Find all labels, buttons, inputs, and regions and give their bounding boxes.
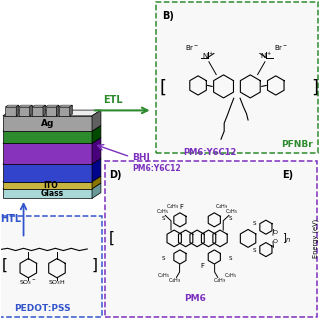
Text: PM6:Y6C12: PM6:Y6C12 [183,148,236,157]
Polygon shape [92,125,101,143]
Text: PM6: PM6 [185,294,206,303]
Text: Ag: Ag [41,119,54,128]
Polygon shape [59,105,72,107]
Polygon shape [19,107,29,116]
Text: Glass: Glass [41,189,64,198]
Text: D): D) [109,170,122,180]
Polygon shape [92,176,101,189]
Text: C$_2$H$_5$: C$_2$H$_5$ [157,271,170,280]
Text: Energy (eV): Energy (eV) [313,219,319,258]
Polygon shape [19,105,32,107]
Text: N$^+$: N$^+$ [202,50,213,60]
Text: ]: ] [311,78,318,96]
Text: E): E) [282,170,293,180]
Text: S: S [229,216,232,221]
Text: C$_4$H$_9$: C$_4$H$_9$ [166,202,179,211]
Polygon shape [3,138,101,143]
Text: C$_4$H$_9$: C$_4$H$_9$ [213,276,226,285]
Text: [: [ [109,231,115,246]
Polygon shape [3,182,92,189]
Polygon shape [45,107,56,116]
Polygon shape [3,125,101,131]
Text: C$_2$H$_5$: C$_2$H$_5$ [225,207,238,216]
Text: Br$^-$: Br$^-$ [274,43,289,52]
Text: PFNBr: PFNBr [281,140,313,149]
Text: Br$^-$: Br$^-$ [185,43,199,52]
Text: SO$_3$H: SO$_3$H [48,278,66,287]
Text: ]$_n$: ]$_n$ [282,231,292,245]
Polygon shape [32,105,46,107]
Text: [: [ [2,258,8,272]
Text: S: S [162,216,165,221]
Text: ]: ] [92,258,98,272]
Polygon shape [92,110,101,131]
Polygon shape [3,189,92,198]
Text: C$_2$H$_5$: C$_2$H$_5$ [224,271,237,280]
Text: S: S [162,256,165,261]
Polygon shape [3,131,92,143]
Text: C$_4$H$_9$: C$_4$H$_9$ [215,202,228,211]
Polygon shape [3,143,92,164]
Text: B): B) [162,11,174,21]
Text: C$_4$H$_9$: C$_4$H$_9$ [168,276,181,285]
Bar [156,2,318,153]
Polygon shape [3,158,101,164]
Text: ITO: ITO [43,181,58,190]
Text: O: O [273,239,278,244]
Text: PM6:Y6C12: PM6:Y6C12 [132,164,180,172]
Polygon shape [43,105,46,116]
Text: PEDOT:PSS: PEDOT:PSS [14,304,71,313]
Polygon shape [56,105,59,116]
Text: C$_2$H$_5$: C$_2$H$_5$ [156,207,170,216]
Bar [0,216,102,317]
Text: F: F [200,263,204,269]
Polygon shape [92,138,101,164]
Polygon shape [5,105,19,107]
Text: HTL: HTL [0,214,21,224]
Text: S: S [253,221,256,226]
Text: O: O [273,230,278,235]
Polygon shape [3,164,92,182]
Polygon shape [92,183,101,198]
Polygon shape [3,176,101,182]
Text: ETL: ETL [103,95,123,105]
Text: [: [ [160,78,167,96]
Polygon shape [3,183,101,189]
Bar [105,161,316,317]
Polygon shape [29,105,32,116]
Polygon shape [32,107,43,116]
Text: BHJ: BHJ [132,153,150,162]
Text: N$^+$: N$^+$ [260,50,272,60]
Text: F: F [180,204,184,210]
Polygon shape [59,107,70,116]
Text: S: S [229,256,232,261]
Polygon shape [92,158,101,182]
Text: SO$_3$$^-$: SO$_3$$^-$ [19,278,37,287]
Polygon shape [3,110,101,116]
Polygon shape [5,107,16,116]
Text: S: S [253,248,256,253]
Polygon shape [3,116,92,131]
Polygon shape [16,105,19,116]
Polygon shape [70,105,72,116]
Polygon shape [45,105,59,107]
